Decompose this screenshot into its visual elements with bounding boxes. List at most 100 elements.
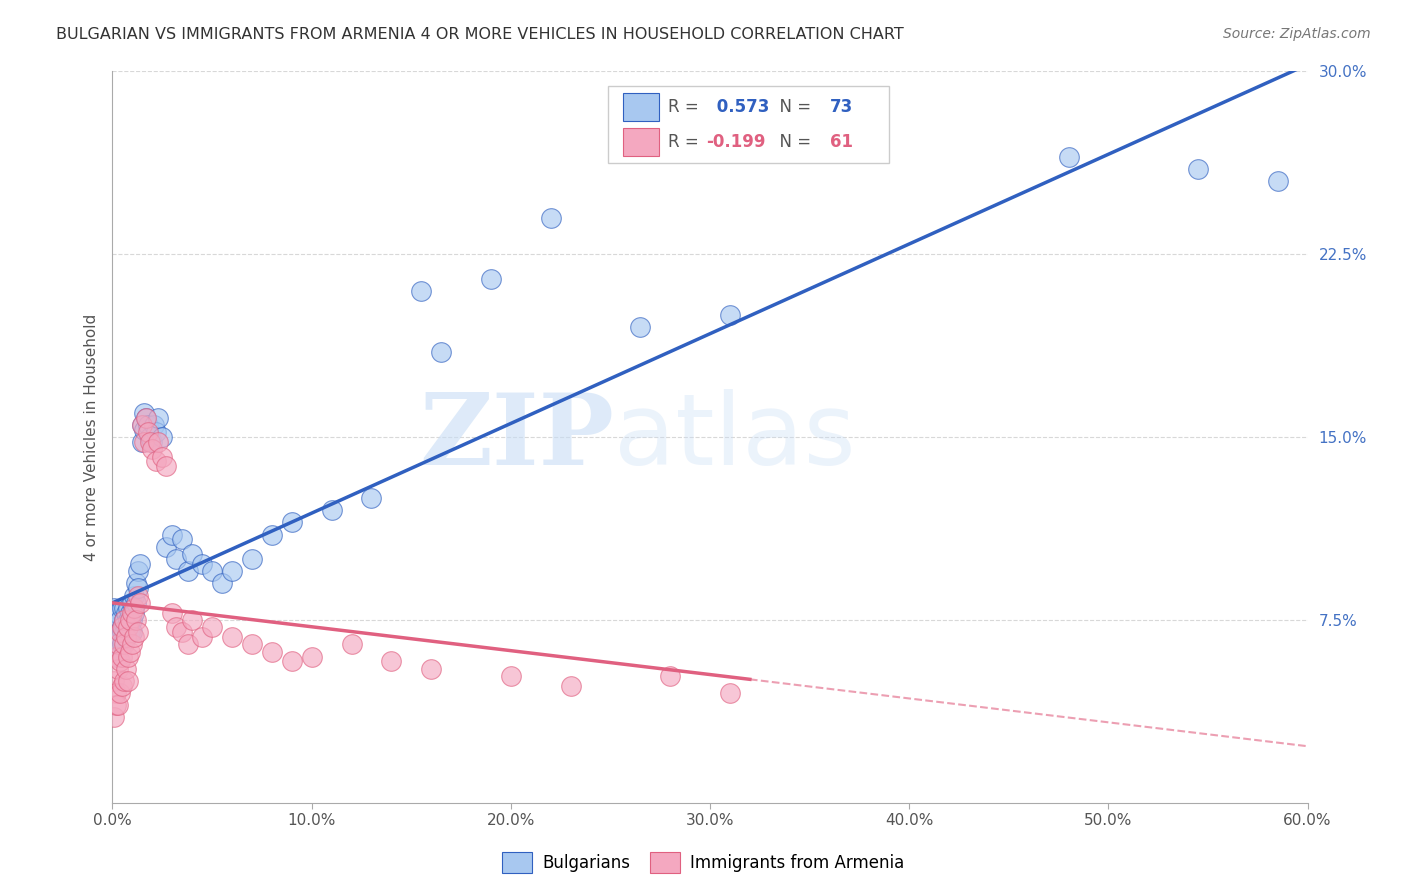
Point — [240, 637, 263, 651]
Point — [135, 410, 157, 425]
Text: R =: R = — [668, 133, 704, 151]
Point — [103, 673, 125, 688]
Y-axis label: 4 or more Vehicles in Household: 4 or more Vehicles in Household — [83, 313, 98, 561]
Point — [221, 564, 243, 578]
Point — [105, 649, 128, 664]
Point — [148, 434, 170, 449]
Point — [191, 630, 214, 644]
Point — [105, 698, 128, 713]
Text: ZIP: ZIP — [419, 389, 614, 485]
Point — [150, 450, 173, 464]
Point — [628, 320, 651, 334]
Point — [177, 637, 200, 651]
Point — [191, 557, 214, 571]
Point — [107, 606, 129, 620]
Point — [260, 645, 283, 659]
Point — [127, 625, 149, 640]
Point — [105, 637, 128, 651]
Point — [115, 620, 138, 634]
Point — [121, 613, 143, 627]
Point — [103, 600, 125, 615]
Point — [120, 625, 142, 640]
Point — [114, 613, 135, 627]
Point — [121, 625, 143, 640]
Point — [718, 686, 741, 700]
Point — [240, 552, 263, 566]
Point — [114, 625, 135, 640]
Point — [131, 417, 153, 432]
Point — [107, 698, 129, 713]
Point — [124, 600, 146, 615]
Point — [420, 662, 443, 676]
Point — [141, 434, 163, 449]
Point — [105, 686, 128, 700]
Point — [411, 284, 433, 298]
Point — [117, 649, 139, 664]
Point — [125, 596, 148, 610]
Legend: Bulgarians, Immigrants from Armenia: Bulgarians, Immigrants from Armenia — [495, 846, 911, 880]
Point — [114, 613, 135, 627]
Point — [111, 620, 134, 634]
Point — [360, 491, 382, 505]
Point — [121, 606, 143, 620]
Point — [117, 673, 139, 688]
Point — [162, 606, 183, 620]
Point — [181, 613, 204, 627]
Point — [281, 516, 304, 530]
Point — [1267, 174, 1289, 188]
Point — [115, 606, 138, 620]
Point — [117, 620, 139, 634]
Point — [659, 669, 682, 683]
Point — [111, 600, 134, 615]
Point — [380, 654, 402, 668]
Point — [177, 564, 200, 578]
Point — [499, 669, 522, 683]
Point — [115, 630, 138, 644]
Point — [150, 430, 173, 444]
Point — [138, 425, 160, 440]
Point — [114, 637, 135, 651]
Point — [430, 344, 453, 359]
Point — [135, 410, 157, 425]
Point — [131, 417, 153, 432]
Point — [127, 564, 149, 578]
Point — [221, 630, 243, 644]
Point — [125, 613, 148, 627]
Point — [172, 625, 194, 640]
Point — [143, 417, 166, 432]
Point — [120, 645, 142, 659]
Point — [125, 576, 148, 591]
Point — [117, 620, 139, 634]
FancyBboxPatch shape — [609, 86, 889, 163]
Point — [107, 649, 129, 664]
FancyBboxPatch shape — [623, 128, 658, 155]
Point — [124, 606, 146, 620]
Point — [117, 600, 139, 615]
Point — [105, 620, 128, 634]
Text: N =: N = — [769, 98, 815, 116]
Point — [1057, 150, 1080, 164]
Point — [134, 423, 156, 437]
Point — [718, 308, 741, 322]
Point — [107, 662, 129, 676]
Point — [165, 620, 187, 634]
Point — [148, 410, 170, 425]
Text: 61: 61 — [830, 133, 852, 151]
Point — [540, 211, 562, 225]
Point — [111, 620, 134, 634]
Point — [110, 630, 132, 644]
Point — [155, 540, 177, 554]
Text: Source: ZipAtlas.com: Source: ZipAtlas.com — [1223, 27, 1371, 41]
Point — [114, 673, 135, 688]
Point — [139, 434, 162, 449]
Text: 0.573: 0.573 — [711, 98, 769, 116]
Point — [115, 630, 138, 644]
Point — [340, 637, 363, 651]
Point — [105, 606, 128, 620]
Point — [111, 679, 134, 693]
Point — [110, 613, 132, 627]
Point — [129, 596, 152, 610]
Point — [120, 613, 142, 627]
Point — [120, 606, 142, 620]
Text: BULGARIAN VS IMMIGRANTS FROM ARMENIA 4 OR MORE VEHICLES IN HOUSEHOLD CORRELATION: BULGARIAN VS IMMIGRANTS FROM ARMENIA 4 O… — [56, 27, 904, 42]
